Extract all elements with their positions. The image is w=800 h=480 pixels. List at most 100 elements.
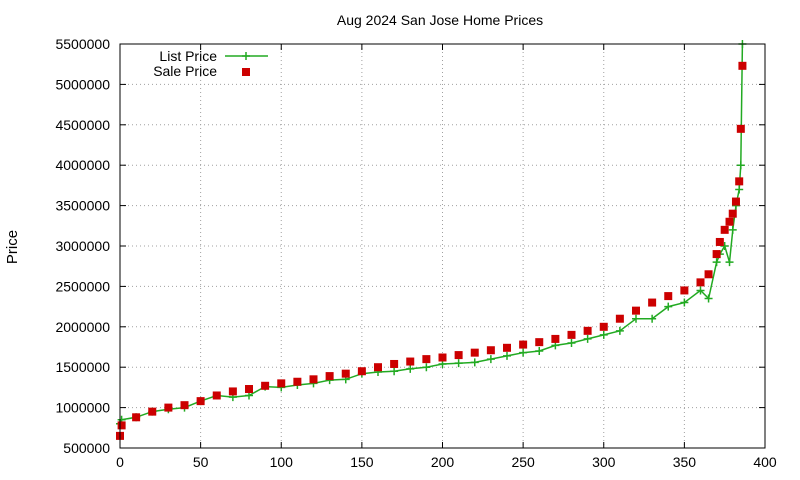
sale-price-point (293, 377, 302, 386)
list-price-point (728, 225, 737, 234)
sale-price-point (486, 346, 495, 355)
sale-price-point (731, 197, 740, 206)
list-price-point (406, 364, 415, 373)
list-price-point (390, 367, 399, 376)
list-price-point (680, 298, 689, 307)
list-price-point (599, 330, 608, 339)
sale-price-point (180, 401, 189, 410)
list-price-point (648, 314, 657, 323)
sale-price-point (712, 250, 721, 259)
list-price-point (725, 258, 734, 267)
sale-price-point (696, 278, 705, 287)
sale-price-point (583, 326, 592, 335)
y-tick-label: 1000000 (55, 400, 110, 416)
sale-price-point (680, 286, 689, 295)
sale-price-point (735, 177, 744, 186)
list-price-point (704, 294, 713, 303)
list-price-point (454, 359, 463, 368)
x-tick-label: 250 (511, 454, 535, 470)
sale-price-point (720, 225, 729, 234)
list-price-point (736, 161, 745, 170)
sale-price-point (470, 348, 479, 357)
sale-price-markers (116, 61, 747, 440)
sale-price-point (736, 124, 745, 133)
sale-price-point (228, 387, 237, 396)
y-tick-label: 5000000 (55, 76, 110, 92)
sale-price-point (704, 270, 713, 279)
x-tick-label: 150 (350, 454, 374, 470)
sale-price-point (341, 369, 350, 378)
y-tick-label: 2500000 (55, 278, 110, 294)
sale-price-point (664, 292, 673, 301)
sale-price-point (117, 421, 126, 430)
list-price-point (583, 334, 592, 343)
sale-price-point (357, 367, 366, 376)
legend-label-sale-price: Sale Price (153, 63, 217, 79)
x-tick-label: 50 (193, 454, 209, 470)
y-tick-label: 500000 (63, 440, 110, 456)
sale-price-point (599, 322, 608, 331)
list-price-point (664, 302, 673, 311)
y-tick-label: 4500000 (55, 117, 110, 133)
sale-price-point (567, 330, 576, 339)
sale-price-point (615, 314, 624, 323)
sale-price-point (374, 363, 382, 372)
sale-price-point (715, 237, 724, 246)
list-price-point (422, 363, 431, 372)
list-price-point (470, 358, 479, 367)
sale-price-point (245, 385, 253, 394)
sale-price-point (212, 391, 221, 400)
x-tick-label: 200 (431, 454, 455, 470)
x-tick-label: 100 (270, 454, 294, 470)
y-tick-label: 1500000 (55, 359, 110, 375)
sale-price-point (406, 357, 415, 366)
sale-price-point (738, 61, 747, 70)
list-price-point (712, 258, 721, 267)
legend-label-list-price: List Price (159, 48, 217, 64)
y-tick-label: 4000000 (55, 157, 110, 173)
axis-ticks: 500000 1000000 1500000 2000000 2500000 300000… (55, 36, 776, 470)
x-tick-label: 300 (592, 454, 616, 470)
legend-marker-sale-price (242, 68, 250, 76)
sale-price-point (551, 334, 560, 343)
chart-title: Aug 2024 San Jose Home Prices (337, 12, 543, 28)
sale-price-point (632, 306, 640, 315)
x-tick-label: 350 (673, 454, 697, 470)
sale-price-point (454, 351, 463, 360)
sale-price-point (277, 379, 286, 388)
sale-price-point (422, 355, 431, 364)
list-price-point (615, 326, 624, 335)
sale-price-point (535, 338, 544, 347)
x-tick-label: 0 (116, 454, 124, 470)
sale-price-point (728, 209, 737, 218)
sale-price-point (132, 413, 141, 422)
sale-price-point (519, 340, 528, 349)
sale-price-point (261, 381, 270, 390)
y-tick-label: 3500000 (55, 198, 110, 214)
list-price-point (535, 347, 544, 356)
sale-price-point (309, 375, 318, 384)
sale-price-point (648, 298, 657, 307)
list-price-point (632, 314, 640, 323)
y-tick-label: 5500000 (55, 36, 110, 52)
legend: List Price Sale Price (153, 48, 268, 79)
sale-price-point (164, 403, 173, 412)
list-price-point (696, 286, 705, 295)
sale-price-point (325, 372, 334, 381)
list-price-point (503, 351, 511, 360)
list-price-point (519, 348, 528, 357)
y-axis-label: Price (4, 230, 21, 264)
list-price-point (567, 338, 576, 347)
plot-frame (119, 43, 766, 449)
y-tick-label: 2000000 (55, 319, 110, 335)
sale-price-point (503, 343, 511, 352)
x-tick-label: 400 (753, 454, 777, 470)
sale-price-point (438, 353, 447, 362)
sale-price-point (390, 359, 399, 368)
sale-price-point (148, 407, 157, 416)
sale-price-point (725, 217, 734, 226)
legend-marker-list-price (242, 52, 250, 60)
y-tick-label: 3000000 (55, 238, 110, 254)
